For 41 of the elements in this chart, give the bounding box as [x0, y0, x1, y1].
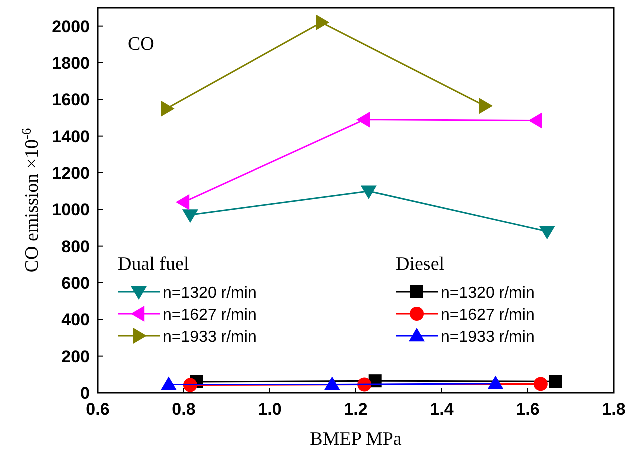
legend-label: n=1627 r/min: [163, 307, 257, 324]
legend-label: n=1933 r/min: [163, 329, 257, 346]
y-tick-label: 600: [62, 274, 90, 293]
point: [161, 100, 175, 117]
x-tick-label: 1.4: [430, 400, 454, 419]
legend-label: n=1320 r/min: [441, 285, 535, 302]
legend-label: n=1627 r/min: [441, 307, 535, 324]
point: [549, 375, 562, 388]
point: [160, 376, 177, 390]
point: [534, 377, 548, 392]
point: [539, 226, 556, 240]
y-tick-label: 1400: [52, 127, 90, 146]
point: [479, 98, 493, 114]
y-tick-label: 200: [62, 347, 90, 366]
y-tick-label: 2000: [52, 17, 90, 36]
x-tick-label: 0.6: [86, 400, 110, 419]
point: [360, 186, 377, 200]
x-tick-label: 1.0: [258, 400, 282, 419]
y-tick-label: 1800: [52, 54, 90, 73]
y-tick-label: 1600: [52, 90, 90, 110]
y-tick-label: 800: [62, 237, 90, 256]
legend-label: n=1933 r/min: [441, 329, 535, 346]
point: [488, 376, 504, 390]
y-tick-label: 1200: [52, 164, 90, 183]
x-axis-title: BMEP MPa: [310, 429, 402, 450]
x-tick-label: 1.2: [344, 400, 368, 419]
annotation: CO: [128, 34, 154, 55]
annotation: Dual fuel: [118, 254, 190, 275]
point: [324, 376, 340, 390]
x-tick-label: 1.6: [516, 400, 540, 419]
x-tick-label: 0.8: [172, 400, 196, 419]
annotation: Diesel: [396, 254, 445, 275]
y-tick-label: 0: [80, 384, 90, 403]
y-tick-label: 1000: [52, 200, 90, 220]
point: [176, 194, 190, 210]
point: [356, 112, 370, 128]
legend-label: n=1320 r/min: [163, 285, 257, 302]
x-tick-label: 1.8: [602, 400, 626, 419]
y-tick-label: 400: [62, 310, 90, 330]
point: [182, 210, 198, 224]
point: [528, 112, 542, 129]
